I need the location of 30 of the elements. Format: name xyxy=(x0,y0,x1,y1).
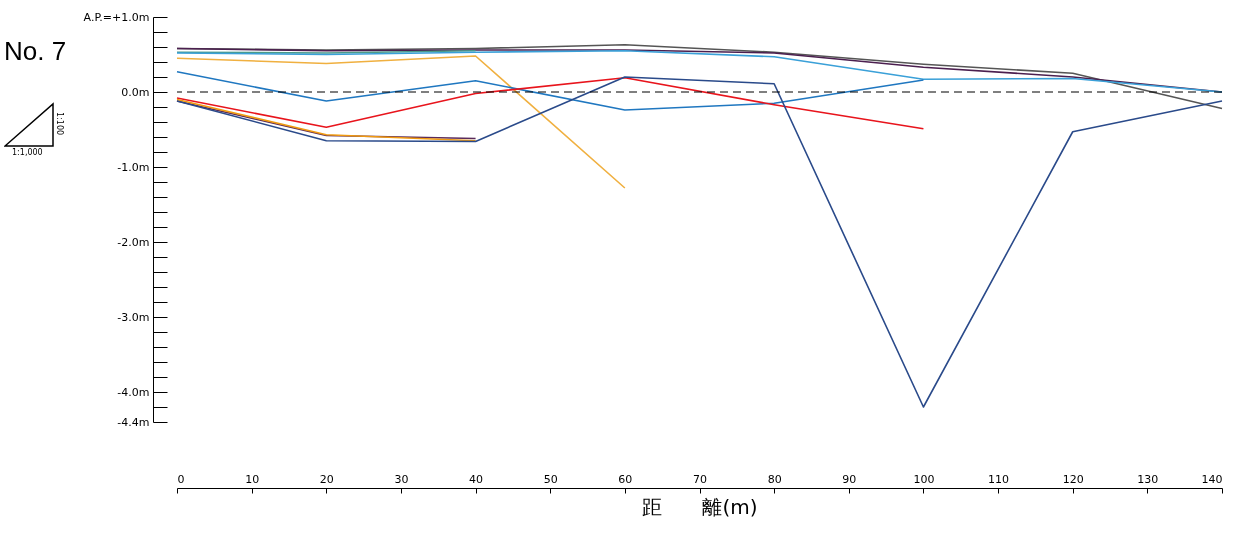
y-tick-label: -4.4m xyxy=(117,415,150,429)
text: No. 7 xyxy=(4,36,67,67)
y-tick-label: -2.0m xyxy=(117,235,150,249)
x-tick-label: 70 xyxy=(693,472,707,486)
x-tick-label: 30 xyxy=(394,472,409,486)
x-tick-label: 0 xyxy=(177,472,185,486)
x-tick-label: 120 xyxy=(1062,472,1084,486)
line-series xyxy=(176,70,925,111)
x-tick-label: 100 xyxy=(913,472,935,486)
line-series xyxy=(176,55,626,189)
y-tick-label: -3.0m xyxy=(117,310,150,324)
y-tick-label: -4.0m xyxy=(117,385,150,399)
line-series xyxy=(176,76,925,130)
x-tick-label: 140 xyxy=(1201,472,1223,486)
text: 1:100 xyxy=(55,112,64,136)
y-tick-label: A.P.=+1.0m xyxy=(83,10,150,24)
x-tick-label: 10 xyxy=(245,472,260,486)
x-tick-label: 40 xyxy=(469,472,484,486)
y-tick-label: 0.0m xyxy=(121,85,150,99)
x-tick-label: 90 xyxy=(842,472,857,486)
line-series xyxy=(176,76,1223,408)
y-tick-label: -1.0m xyxy=(117,160,150,174)
x-axis-title: 距 離(m) xyxy=(642,495,758,519)
x-tick-label: 130 xyxy=(1137,472,1159,486)
x-tick-label: 50 xyxy=(543,472,558,486)
x-tick-label: 60 xyxy=(618,472,633,486)
x-tick-label: 110 xyxy=(988,472,1010,486)
x-tick-label: 20 xyxy=(319,472,334,486)
text: 1:1,000 xyxy=(12,148,43,157)
x-tick-label: 80 xyxy=(767,472,782,486)
